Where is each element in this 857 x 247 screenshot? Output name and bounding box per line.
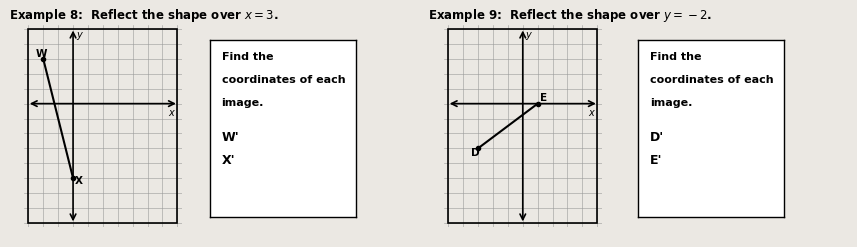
Text: coordinates of each: coordinates of each [650, 75, 774, 85]
Text: y: y [525, 30, 530, 40]
Text: Find the: Find the [650, 52, 702, 62]
Text: image.: image. [222, 98, 264, 108]
Text: x: x [169, 107, 174, 118]
Text: X: X [75, 176, 83, 186]
Text: X': X' [222, 154, 235, 167]
Text: D': D' [650, 131, 664, 144]
Text: Find the: Find the [222, 52, 273, 62]
Text: Example 8:  Reflect the shape over $x = 3$.: Example 8: Reflect the shape over $x = 3… [9, 7, 279, 24]
Text: x: x [589, 107, 594, 118]
Text: W: W [36, 49, 47, 60]
Text: E': E' [650, 154, 662, 167]
Text: D: D [470, 148, 479, 158]
Text: image.: image. [650, 98, 692, 108]
Text: Example 9:  Reflect the shape over $y = -2$.: Example 9: Reflect the shape over $y = -… [428, 7, 713, 24]
Text: E: E [540, 93, 547, 103]
Text: W': W' [222, 131, 239, 144]
Text: y: y [76, 30, 82, 40]
Text: coordinates of each: coordinates of each [222, 75, 345, 85]
